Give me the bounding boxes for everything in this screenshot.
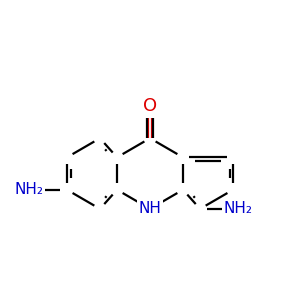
Text: NH: NH [139,201,161,216]
Text: NH₂: NH₂ [224,201,253,216]
Text: O: O [143,97,157,115]
Text: NH₂: NH₂ [14,182,44,197]
